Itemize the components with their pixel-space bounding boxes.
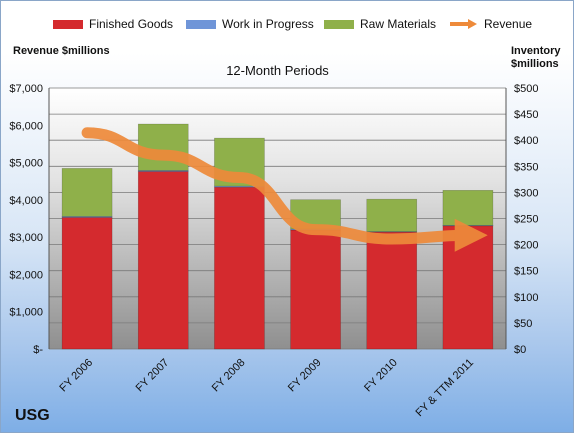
legend-arrow-icon bbox=[450, 19, 477, 29]
right-tick-label: $450 bbox=[514, 109, 538, 121]
left-tick-label: $7,000 bbox=[9, 83, 43, 95]
legend-label-work-in-progress: Work in Progress bbox=[222, 17, 314, 31]
x-tick-label: FY & TTM 2011 bbox=[414, 357, 477, 420]
right-tick-label: $100 bbox=[514, 292, 538, 304]
legend-label-raw-materials: Raw Materials bbox=[360, 17, 437, 31]
x-tick-label: FY 2008 bbox=[210, 357, 248, 395]
legend-swatch-finished-goods bbox=[53, 19, 83, 29]
left-tick-label: $6,000 bbox=[9, 120, 43, 132]
company-name: USG bbox=[15, 407, 50, 424]
left-tick-label: $5,000 bbox=[9, 158, 43, 170]
legend-revenue: Revenue bbox=[448, 17, 532, 31]
chart-title: 12-Month Periods bbox=[226, 63, 329, 78]
right-tick-label: $250 bbox=[514, 214, 538, 226]
x-tick-label: FY 2006 bbox=[57, 357, 95, 395]
bar-raw-materials bbox=[61, 168, 113, 217]
legend-finished-goods: Finished Goods bbox=[53, 17, 173, 31]
right-tick-label: $350 bbox=[514, 161, 538, 173]
x-tick-label: FY 2010 bbox=[362, 357, 400, 395]
x-tick-label: FY 2007 bbox=[134, 357, 172, 395]
right-tick-label: $300 bbox=[514, 187, 538, 199]
legend-work-in-progress: Work in Progress bbox=[186, 17, 314, 31]
bar-finished-goods bbox=[442, 225, 494, 350]
bar-finished-goods bbox=[61, 217, 113, 350]
right-tick-label: $50 bbox=[514, 318, 532, 330]
legend-raw-materials: Raw Materials bbox=[324, 17, 436, 31]
right-tick-label: $500 bbox=[514, 83, 538, 95]
left-tick-label: $3,000 bbox=[9, 232, 43, 244]
x-tick-label: FY 2009 bbox=[286, 357, 324, 395]
left-tick-label: $1,000 bbox=[9, 307, 43, 319]
revenue-line bbox=[81, 127, 488, 252]
legend-swatch-raw-materials bbox=[324, 19, 354, 29]
bar-finished-goods bbox=[366, 231, 418, 350]
bar-raw-materials bbox=[137, 123, 189, 171]
left-tick-label: $2,000 bbox=[9, 269, 43, 281]
right-tick-label: $150 bbox=[514, 266, 538, 278]
bar-raw-materials bbox=[366, 198, 418, 232]
bar-finished-goods bbox=[137, 171, 189, 350]
right-tick-label: $200 bbox=[514, 240, 538, 252]
left-tick-label: $4,000 bbox=[9, 195, 43, 207]
left-tick-label: $- bbox=[33, 344, 43, 356]
bar-raw-materials bbox=[442, 190, 494, 226]
legend-label-revenue: Revenue bbox=[484, 17, 533, 31]
bar-finished-goods bbox=[290, 229, 341, 350]
right-axis-title: Inventory $millions bbox=[511, 45, 561, 70]
right-tick-label: $400 bbox=[514, 135, 538, 147]
left-axis-title: Revenue $millions bbox=[13, 45, 110, 57]
legend-label-finished-goods: Finished Goods bbox=[89, 17, 174, 31]
right-tick-label: $0 bbox=[514, 344, 526, 356]
bar-finished-goods bbox=[214, 186, 265, 350]
legend-swatch-work-in-progress bbox=[186, 19, 216, 29]
